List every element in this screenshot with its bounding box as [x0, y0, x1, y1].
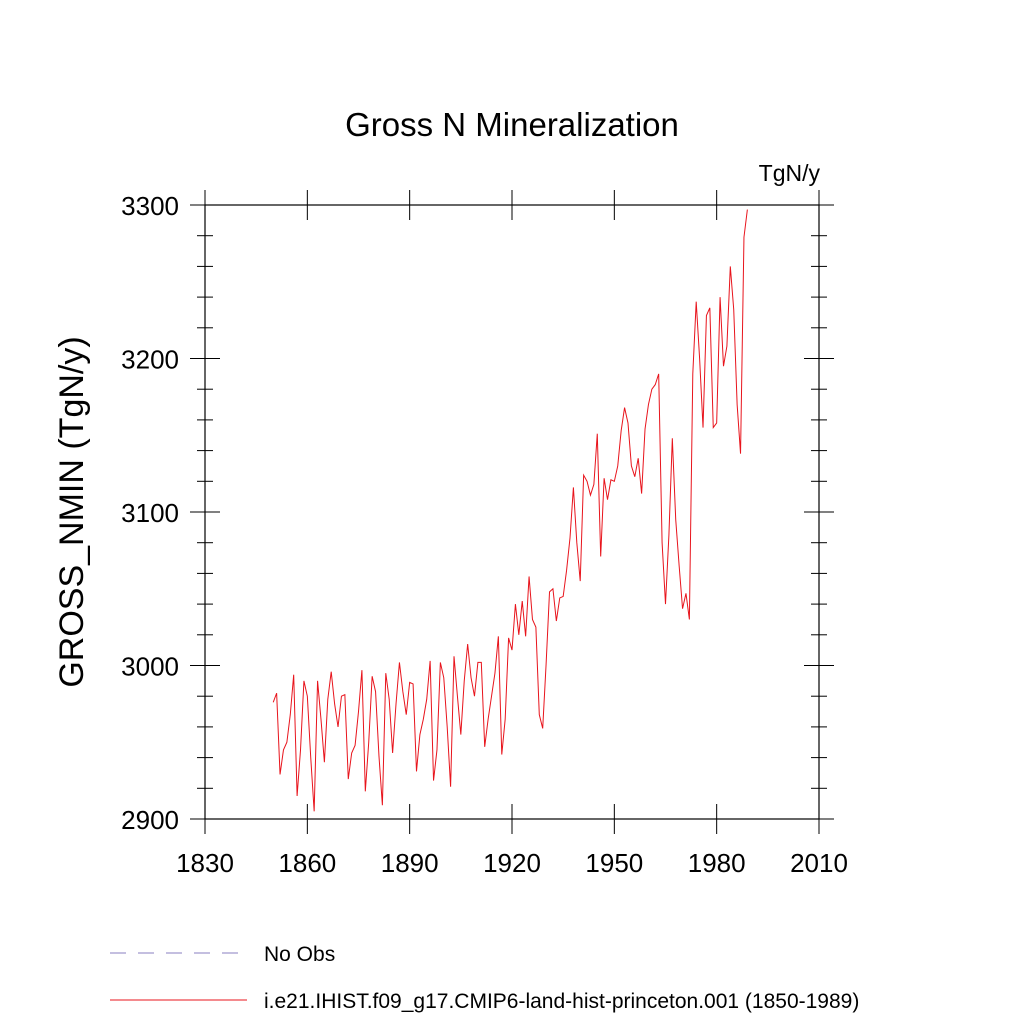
x-tick-label: 2010 — [790, 848, 848, 878]
legend-label-0: No Obs — [264, 943, 335, 966]
legend: No Obs i.e21.IHIST.f09_g17.CMIP6-land-his… — [110, 943, 859, 1013]
x-tick-label: 1980 — [688, 848, 746, 878]
x-tick-label: 1830 — [176, 848, 234, 878]
plot-frame — [204, 204, 820, 820]
legend-label-1: i.e21.IHIST.f09_g17.CMIP6-land-hist-prin… — [264, 990, 859, 1013]
x-tick-label: 1860 — [278, 848, 336, 878]
series-layer — [272, 209, 748, 812]
y-tick-label: 3000 — [121, 652, 179, 682]
units-label: TgN/y — [759, 160, 821, 186]
y-axis-label: GROSS_NMIN (TgN/y) — [53, 336, 91, 687]
x-axis-ticks: 1830 1860 1890 1920 1950 1980 2010 — [176, 190, 848, 878]
y-tick-label: 3300 — [121, 191, 179, 221]
y-axis-ticks: 2900 3000 3100 3200 3300 — [121, 191, 834, 835]
x-tick-label: 1920 — [483, 848, 541, 878]
x-tick-label: 1950 — [585, 848, 643, 878]
x-tick-label: 1890 — [381, 848, 439, 878]
y-tick-label: 2900 — [121, 805, 179, 835]
y-tick-label: 3100 — [121, 498, 179, 528]
chart-title: Gross N Mineralization — [345, 106, 679, 143]
series-line-1 — [272, 209, 748, 812]
y-tick-label: 3200 — [121, 345, 179, 375]
